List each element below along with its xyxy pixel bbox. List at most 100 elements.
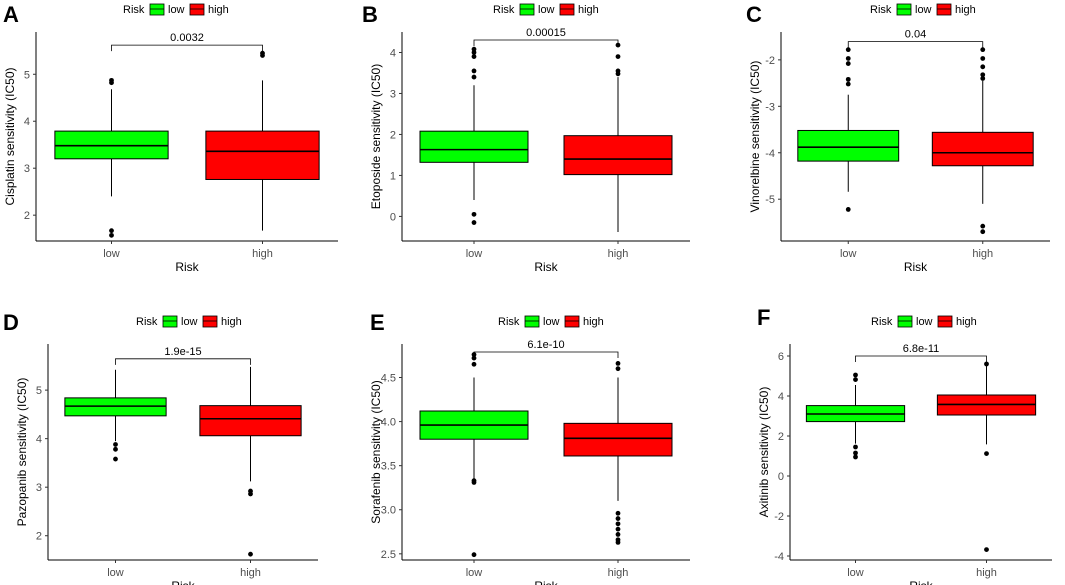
y-axis-title: Sorafenib sensitivity (IC50) <box>369 380 383 523</box>
p-value-label: 6.1e-10 <box>527 339 564 351</box>
legend-key-low <box>162 315 178 328</box>
outlier-point <box>113 456 118 462</box>
p-value-label: 6.8e-11 <box>903 343 940 355</box>
x-axis-title: Risk <box>534 260 558 274</box>
legend-label-low: low <box>168 4 185 16</box>
box-high <box>936 361 1037 552</box>
legend-title: Risk <box>123 4 145 16</box>
outlier-point <box>980 56 986 61</box>
x-tick-label: high <box>252 248 273 260</box>
box-low <box>419 46 529 225</box>
y-tick-label: 4 <box>390 47 396 59</box>
y-tick-label: 2 <box>36 531 42 543</box>
legend-label-low: low <box>538 4 555 16</box>
y-tick-label: -5 <box>765 194 775 206</box>
outlier-point <box>109 232 114 238</box>
legend: Risk low high <box>123 3 229 16</box>
outlier-point <box>615 360 621 366</box>
box-body <box>419 130 529 163</box>
outlier-point <box>845 207 851 212</box>
outlier-point <box>615 68 621 74</box>
outlier-point <box>853 444 858 450</box>
significance-bracket <box>473 39 619 46</box>
x-axis-title: Risk <box>171 579 195 585</box>
legend-title: Risk <box>498 316 520 328</box>
panel-E: E Risk low high 2.5 3.0 3.5 4.0 4.5 low high Risk So… <box>369 310 690 585</box>
y-tick-label: 5 <box>24 69 30 81</box>
outlier-point <box>845 47 851 53</box>
outlier-point <box>109 77 114 83</box>
y-tick-label: 4 <box>24 116 30 128</box>
box-body <box>563 135 673 176</box>
panel-B: B Risk low high 0 1 2 3 4 low high Risk Etoposide se… <box>362 2 690 274</box>
significance-bracket <box>473 351 619 358</box>
legend-label-low: low <box>915 4 932 16</box>
box-high <box>563 42 673 232</box>
box-body <box>563 422 673 457</box>
y-tick-label: 4.5 <box>381 373 396 385</box>
legend-key-high <box>564 315 580 328</box>
outlier-point <box>109 228 114 234</box>
significance-bracket <box>855 355 987 362</box>
p-value-label: 0.00015 <box>526 27 566 39</box>
legend-title: Risk <box>136 316 158 328</box>
y-tick-label: 4.0 <box>381 417 396 429</box>
y-tick-label: 4 <box>36 434 42 446</box>
outlier-point <box>471 74 477 80</box>
box-high <box>205 50 320 231</box>
legend-key-low <box>149 3 165 16</box>
legend: Risk low high <box>493 3 599 16</box>
legend: Risk low high <box>870 3 976 16</box>
box-body <box>931 131 1034 167</box>
y-tick-label: 2 <box>24 210 30 222</box>
legend-key-low <box>524 315 540 328</box>
significance-bracket <box>847 41 984 48</box>
outlier-point <box>248 491 253 497</box>
x-axis-title: Risk <box>904 260 928 274</box>
x-tick-label: high <box>608 248 629 260</box>
box-low <box>805 372 906 460</box>
outlier-point <box>980 64 986 70</box>
x-tick-label: low <box>847 567 864 579</box>
outlier-point <box>984 451 989 456</box>
legend-key-high <box>936 3 952 16</box>
legend-title: Risk <box>493 4 515 16</box>
y-tick-label: 2 <box>778 431 784 443</box>
outlier-point <box>471 220 477 225</box>
box-low <box>54 77 169 238</box>
panel-letter: C <box>746 2 762 27</box>
outlier-point <box>853 372 858 378</box>
outlier-point <box>471 211 477 217</box>
legend-key-high <box>559 3 575 16</box>
x-axis-title: Risk <box>909 579 933 585</box>
y-tick-label: 6 <box>778 351 784 363</box>
box-body <box>199 405 302 437</box>
legend-label-high: high <box>955 4 976 16</box>
y-axis-title: Axitinib sensitivity (IC50) <box>757 387 771 518</box>
legend-title: Risk <box>871 316 893 328</box>
x-tick-label: high <box>608 567 629 579</box>
y-tick-label: 3 <box>390 88 396 100</box>
y-tick-label: -4 <box>774 551 784 563</box>
legend-label-high: high <box>578 4 599 16</box>
y-tick-label: -2 <box>774 511 784 523</box>
y-tick-label: -4 <box>765 148 775 160</box>
outlier-point <box>471 552 477 558</box>
legend-label-high: high <box>956 316 977 328</box>
outlier-point <box>248 551 253 557</box>
x-tick-label: low <box>840 248 857 260</box>
legend-key-high <box>202 315 218 328</box>
outlier-point <box>845 61 851 66</box>
legend-label-high: high <box>221 316 242 328</box>
legend: Risk low high <box>871 315 977 328</box>
panel-letter: D <box>3 310 19 335</box>
p-value-label: 1.9e-15 <box>164 346 201 358</box>
y-axis-title: Pazopanib sensitivity (IC50) <box>15 378 29 527</box>
outlier-point <box>615 532 621 537</box>
p-value-label: 0.0032 <box>170 32 204 44</box>
y-tick-label: -2 <box>765 55 775 67</box>
y-tick-label: -3 <box>765 101 775 113</box>
panel-letter: A <box>3 2 19 27</box>
x-tick-label: low <box>466 567 483 579</box>
box-high <box>563 360 673 545</box>
